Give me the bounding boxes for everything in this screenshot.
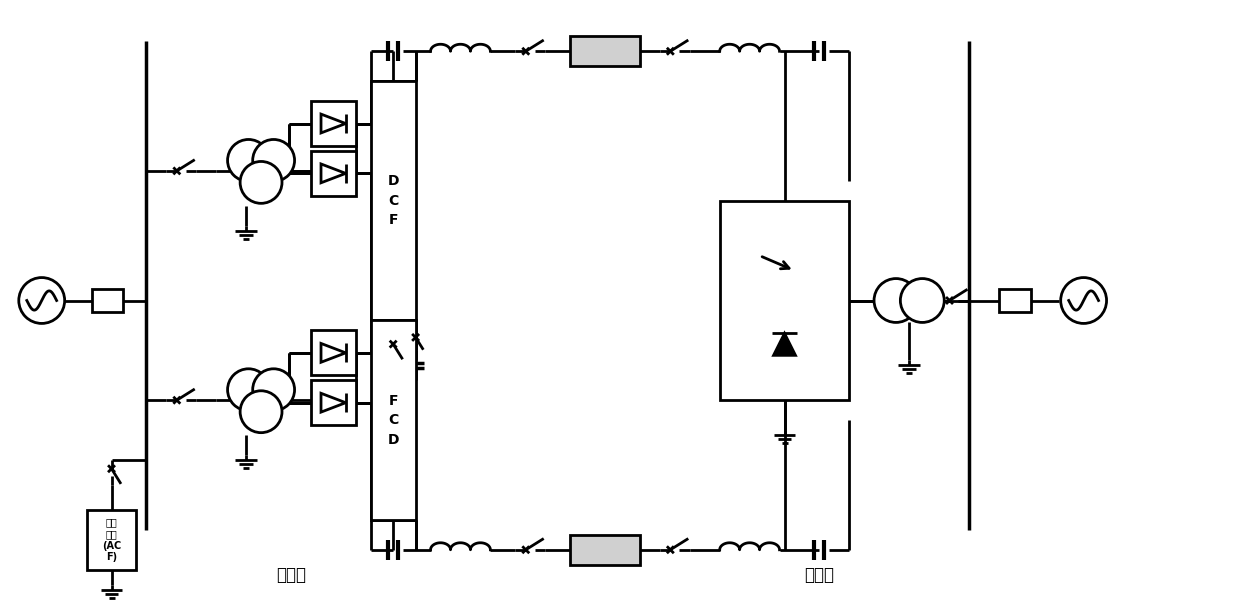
Circle shape bbox=[19, 278, 64, 323]
Bar bbox=[570, 535, 640, 565]
Text: 整流站: 整流站 bbox=[277, 566, 306, 584]
Bar bbox=[371, 81, 415, 320]
Bar bbox=[570, 36, 640, 66]
Text: 滤波
元件
(AC
F): 滤波 元件 (AC F) bbox=[102, 517, 122, 562]
Text: D
C
F: D C F bbox=[387, 174, 399, 227]
Circle shape bbox=[228, 139, 269, 182]
Circle shape bbox=[900, 279, 944, 322]
Circle shape bbox=[241, 391, 281, 433]
Text: 逆变站: 逆变站 bbox=[805, 566, 835, 584]
Bar bbox=[371, 320, 415, 520]
Circle shape bbox=[874, 279, 918, 322]
Circle shape bbox=[253, 139, 295, 182]
Circle shape bbox=[253, 369, 295, 410]
Bar bbox=[87, 510, 136, 570]
Bar bbox=[311, 101, 356, 146]
Bar bbox=[719, 201, 849, 400]
Bar bbox=[999, 288, 1030, 313]
Circle shape bbox=[228, 369, 269, 410]
Polygon shape bbox=[774, 334, 796, 355]
Text: F
C
D: F C D bbox=[387, 394, 399, 447]
Bar bbox=[311, 151, 356, 196]
Bar bbox=[92, 288, 124, 313]
Bar bbox=[311, 331, 356, 375]
Circle shape bbox=[1060, 278, 1106, 323]
Circle shape bbox=[241, 162, 281, 203]
Bar bbox=[311, 380, 356, 425]
